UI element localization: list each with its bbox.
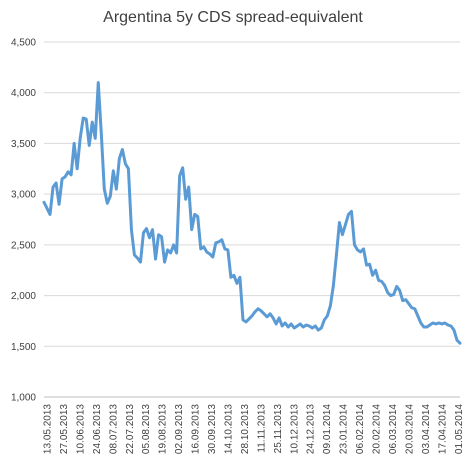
x-tick-label: 09.01.2014 xyxy=(322,404,333,454)
x-tick-label: 16.09.2013 xyxy=(191,404,202,454)
x-tick-label: 20.02.2014 xyxy=(372,404,383,454)
x-tick-label: 02.09.2013 xyxy=(174,404,185,454)
grid-layer xyxy=(44,41,460,398)
x-tick-label: 23.01.2014 xyxy=(339,404,350,454)
y-tick-label: 4,000 xyxy=(11,88,36,99)
x-tick-label: 06.03.2014 xyxy=(388,404,399,454)
x-tick-label: 24.06.2013 xyxy=(92,404,103,454)
y-tick-label: 2,500 xyxy=(11,240,36,251)
x-tick-label: 11.11.2013 xyxy=(256,404,267,453)
x-tick-label: 10.12.2013 xyxy=(289,404,300,454)
x-tick-label: 28.10.2013 xyxy=(240,404,251,454)
series-line xyxy=(42,81,462,345)
x-axis: 13.05.2013 27.05.2013 10.06.2013 24.06.2013… xyxy=(43,404,465,454)
x-tick-label: 25.11.2013 xyxy=(273,404,284,454)
x-tick-label: 14.10.2013 xyxy=(223,404,234,454)
x-tick-label: 06.02.2014 xyxy=(355,404,366,454)
x-tick-label: 13.05.2013 xyxy=(43,404,54,454)
x-tick-label: 03.04.2014 xyxy=(421,404,432,454)
y-tick-label: 3,000 xyxy=(11,190,36,201)
x-tick-label: 08.07.2013 xyxy=(108,404,119,454)
x-tick-label: 30.09.2013 xyxy=(207,404,218,454)
x-tick-label: 24.12.2013 xyxy=(306,404,317,454)
x-tick-label: 17.04.2014 xyxy=(437,404,448,454)
series-layer xyxy=(42,81,462,345)
x-tick-label: 10.06.2013 xyxy=(75,404,86,454)
x-tick-label: 27.05.2013 xyxy=(59,404,70,454)
y-tick-label: 3,500 xyxy=(11,139,36,150)
y-tick-label: 2,000 xyxy=(11,291,36,302)
x-tick-label: 05.08.2013 xyxy=(141,404,152,454)
y-axis: 1,000 1,500 2,000 2,500 3,000 3,500 4,000 4,500 xyxy=(11,38,36,404)
x-tick-label: 20.03.2014 xyxy=(404,404,415,454)
y-tick-label: 4,500 xyxy=(11,38,36,49)
x-tick-label: 19.08.2013 xyxy=(158,404,169,454)
y-tick-label: 1,000 xyxy=(11,393,36,404)
chart-title: Argentina 5y CDS spread-equivalent xyxy=(103,9,363,26)
y-tick-label: 1,500 xyxy=(11,342,36,353)
x-tick-label: 01.05.2014 xyxy=(454,404,465,454)
x-tick-label: 22.07.2013 xyxy=(125,404,136,454)
